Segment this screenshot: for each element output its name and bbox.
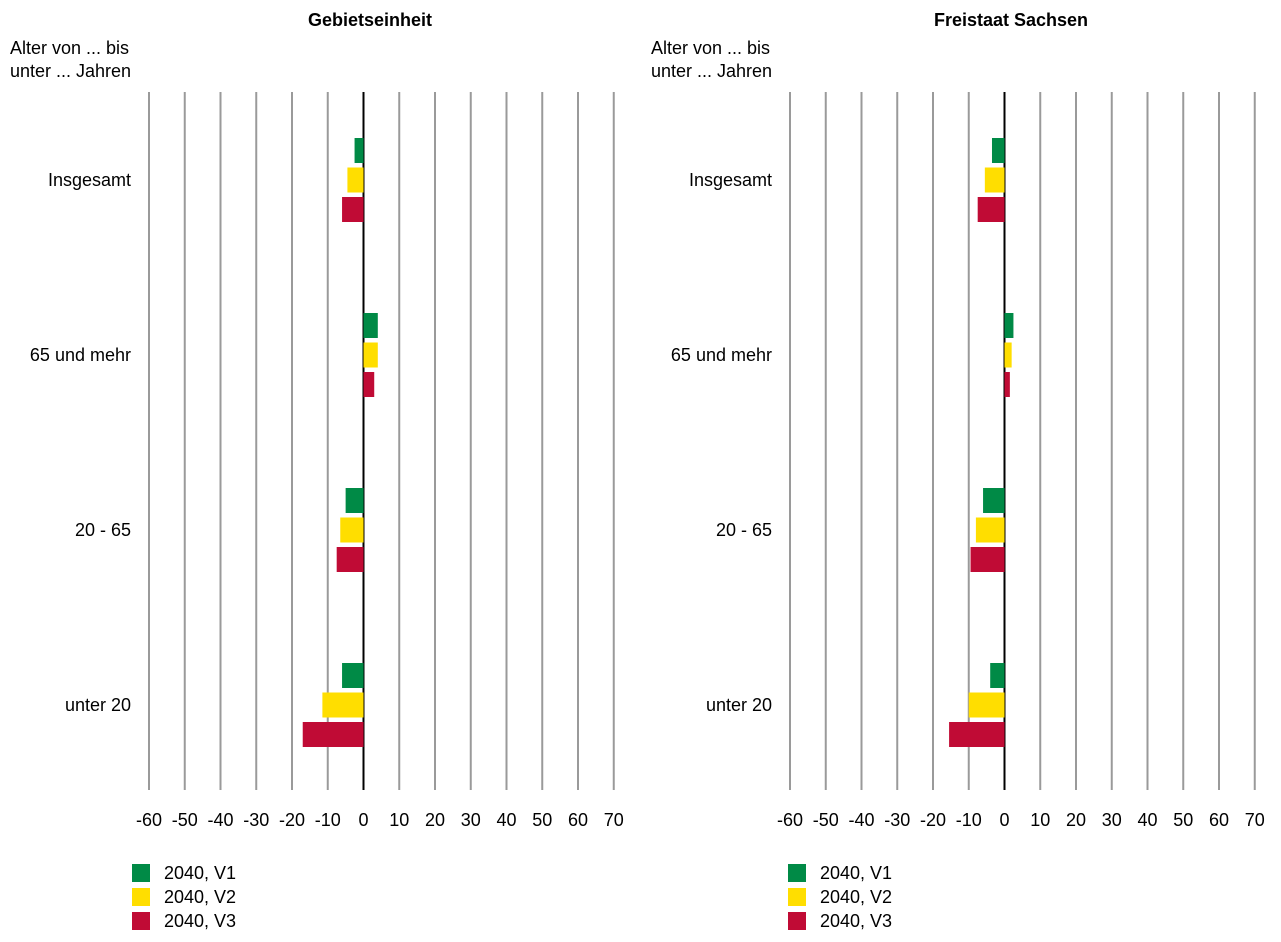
- bar-v3: [342, 197, 364, 222]
- x-tick-label: -40: [848, 810, 874, 830]
- bar-v3: [363, 372, 375, 397]
- bar-v1: [345, 488, 364, 513]
- category-label: 65 und mehr: [30, 345, 131, 365]
- x-tick-label: -30: [884, 810, 910, 830]
- x-tick-label: 30: [461, 810, 481, 830]
- bar-v3: [970, 547, 1005, 572]
- bar-v1: [1004, 313, 1014, 338]
- x-tick-label: 40: [496, 810, 516, 830]
- legend-swatch-v2: [788, 888, 806, 906]
- x-tick-label: 20: [425, 810, 445, 830]
- legend-swatch-v1: [132, 864, 150, 882]
- category-label: Insgesamt: [48, 170, 131, 190]
- x-tick-label: -60: [136, 810, 162, 830]
- bar-v2: [340, 517, 364, 543]
- legend: 2040, V1 2040, V2 2040, V3: [132, 861, 236, 933]
- legend-label-v3: 2040, V3: [164, 910, 237, 931]
- y-axis-label-line-2: unter ... Jahren: [651, 61, 773, 81]
- legend-item-v3: 2040, V3: [132, 909, 236, 933]
- bar-v2: [347, 167, 364, 193]
- legend-swatch-v3: [788, 912, 806, 930]
- chart-title: Freistaat Sachsen: [933, 10, 1089, 30]
- bar-v1: [991, 138, 1005, 163]
- bar-v2: [968, 692, 1005, 718]
- bar-v1: [363, 313, 378, 338]
- x-tick-label: 20: [1066, 810, 1086, 830]
- y-axis-label-line-1: Alter von ... bis: [651, 38, 771, 58]
- bar-v3: [302, 722, 364, 747]
- legend-swatch-v2: [132, 888, 150, 906]
- legend-label-v2: 2040, V2: [164, 886, 237, 907]
- x-tick-label: 40: [1137, 810, 1157, 830]
- legend-label-v1: 2040, V1: [164, 862, 237, 883]
- x-tick-label: -40: [207, 810, 233, 830]
- chart-plot: -60 -50 -40 -30 -20 -10 0 10 20 30 40 50 60 70 Insgesa…: [30, 92, 624, 830]
- x-tick-label: 60: [568, 810, 588, 830]
- chart-title: Gebietseinheit: [307, 10, 433, 30]
- legend-label-v3: 2040, V3: [820, 910, 893, 931]
- bar-v2: [363, 342, 378, 368]
- bar-v1: [342, 663, 364, 688]
- legend-label-v1: 2040, V1: [820, 862, 893, 883]
- y-axis-label-line-1: Alter von ... bis: [10, 38, 130, 58]
- chart-plot: -60 -50 -40 -30 -20 -10 0 10 20 30 40 50 60 70 Insgesa…: [671, 92, 1265, 830]
- x-tick-label: 50: [532, 810, 552, 830]
- bar-v2: [322, 692, 364, 718]
- chart-panel-gebietseinheit: Gebietseinheit Alter von ... bis unter .…: [0, 0, 640, 942]
- legend-item-v2: 2040, V2: [788, 885, 892, 909]
- category-label: Insgesamt: [689, 170, 772, 190]
- legend-swatch-v1: [788, 864, 806, 882]
- x-tick-label: 10: [389, 810, 409, 830]
- category-label: unter 20: [65, 695, 131, 715]
- x-tick-label: -20: [279, 810, 305, 830]
- x-tick-label: 50: [1173, 810, 1193, 830]
- bar-v1: [983, 488, 1005, 513]
- bar-v1: [990, 663, 1005, 688]
- legend-item-v1: 2040, V1: [132, 861, 236, 885]
- x-tick-label: 10: [1030, 810, 1050, 830]
- x-tick-label: -10: [315, 810, 341, 830]
- bar-v1: [354, 138, 364, 163]
- chart-panel-freistaat-sachsen: Freistaat Sachsen Alter von ... bis unte…: [641, 0, 1281, 942]
- legend-item-v1: 2040, V1: [788, 861, 892, 885]
- bar-v2: [1004, 342, 1012, 368]
- bar-v3: [977, 197, 1005, 222]
- category-label: 65 und mehr: [671, 345, 772, 365]
- x-tick-label: -50: [813, 810, 839, 830]
- y-axis-label: Alter von ... bis unter ... Jahren: [651, 37, 772, 83]
- legend-item-v3: 2040, V3: [788, 909, 892, 933]
- bar-v3: [336, 547, 364, 572]
- x-tick-label: 60: [1209, 810, 1229, 830]
- x-tick-label: -20: [920, 810, 946, 830]
- bar-v2: [984, 167, 1005, 193]
- y-axis-label: Alter von ... bis unter ... Jahren: [10, 37, 131, 83]
- x-tick-label: 0: [358, 810, 368, 830]
- legend-swatch-v3: [132, 912, 150, 930]
- category-label: 20 - 65: [716, 520, 772, 540]
- category-label: unter 20: [706, 695, 772, 715]
- bar-v3: [949, 722, 1005, 747]
- y-axis-label-line-2: unter ... Jahren: [10, 61, 132, 81]
- x-tick-label: 30: [1102, 810, 1122, 830]
- bar-v2: [975, 517, 1005, 543]
- x-tick-label: -30: [243, 810, 269, 830]
- legend-label-v2: 2040, V2: [820, 886, 893, 907]
- x-tick-label: 70: [1245, 810, 1265, 830]
- x-tick-label: -60: [777, 810, 803, 830]
- x-tick-label: -50: [172, 810, 198, 830]
- x-tick-label: 70: [604, 810, 624, 830]
- category-label: 20 - 65: [75, 520, 131, 540]
- x-tick-label: -10: [956, 810, 982, 830]
- bar-v3: [1004, 372, 1010, 397]
- legend-item-v2: 2040, V2: [132, 885, 236, 909]
- x-tick-label: 0: [999, 810, 1009, 830]
- legend: 2040, V1 2040, V2 2040, V3: [788, 861, 892, 933]
